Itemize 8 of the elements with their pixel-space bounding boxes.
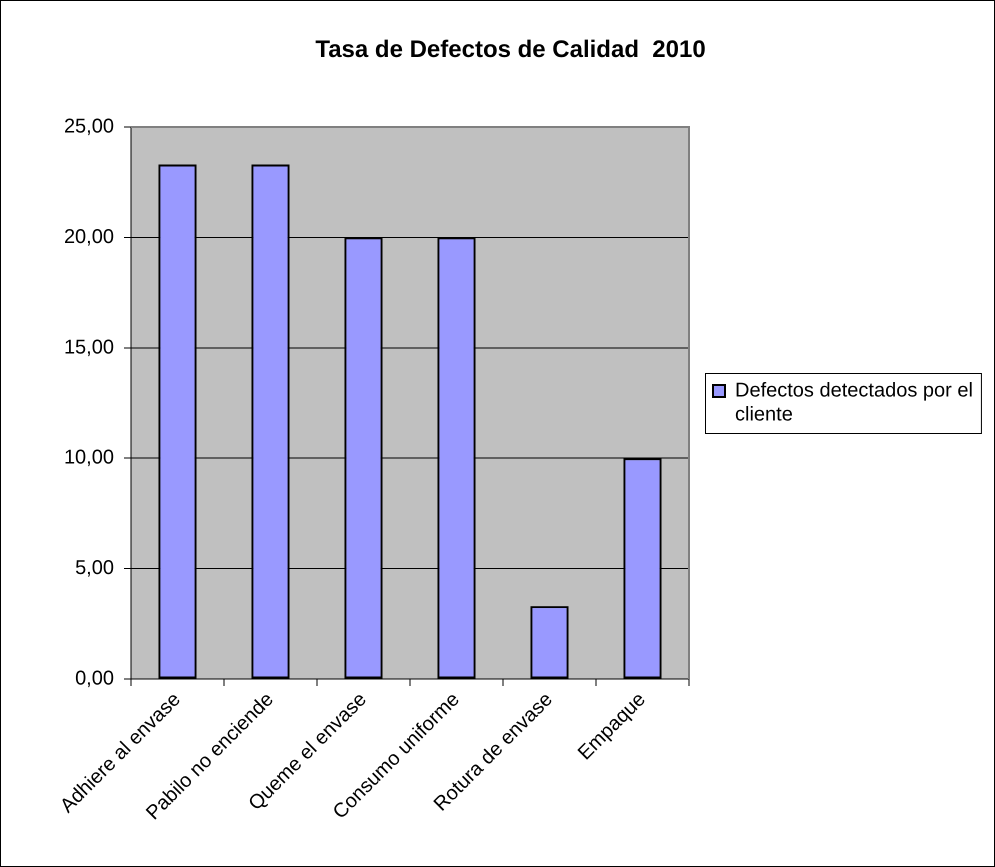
legend-label: Defectos detectados por el cliente [735, 380, 973, 426]
chart-title: Tasa de Defectos de Calidad 2010 [315, 36, 706, 64]
y-tick-label: 15,00 [64, 336, 114, 358]
y-tick-label: 5,00 [75, 557, 114, 580]
y-tick-label: 10,00 [64, 446, 114, 469]
y-tick-label: 20,00 [64, 226, 114, 248]
y-tick-label: 25,00 [64, 116, 114, 138]
y-tick-label: 0,00 [75, 668, 114, 690]
